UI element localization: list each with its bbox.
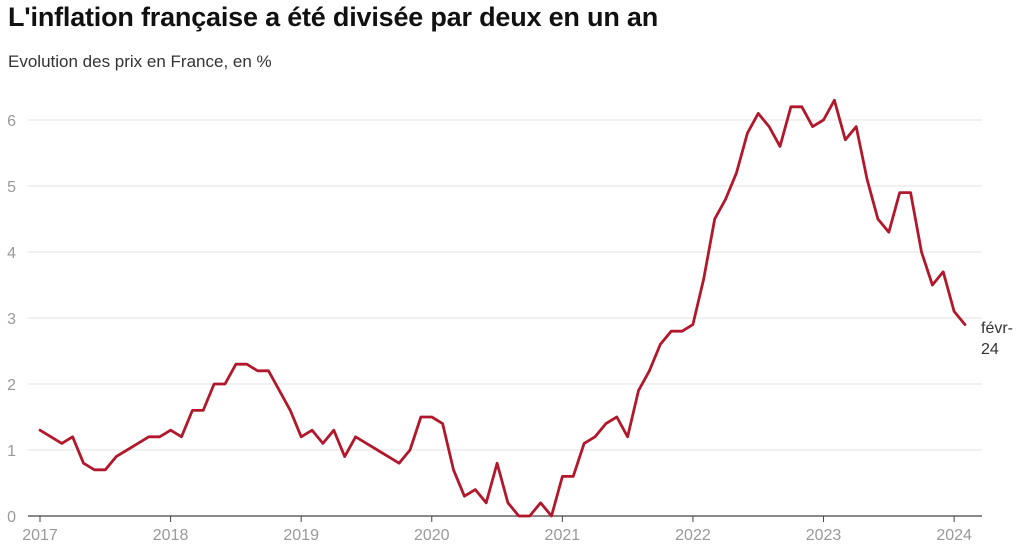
y-tick-label: 6	[7, 113, 16, 130]
x-tick-label: 2020	[414, 527, 450, 544]
x-tick-label: 2018	[153, 527, 189, 544]
series-layer	[38, 98, 967, 518]
x-tick-label: 2023	[806, 527, 842, 544]
end-point-label: 24	[981, 341, 999, 358]
x-tick-label: 2019	[283, 527, 319, 544]
x-tick-label: 2022	[675, 527, 711, 544]
inflation-series-line	[38, 98, 967, 518]
end-label-layer: févr- 24	[981, 320, 1013, 358]
y-tick-label: 5	[7, 179, 16, 196]
y-axis-ticks: 0 1 2 3 4 5 6	[7, 113, 16, 526]
x-tick-label: 2024	[936, 527, 972, 544]
chart-title: L'inflation française a été divisée par …	[8, 2, 659, 32]
end-point-label: févr-	[981, 320, 1013, 337]
y-tick-label: 3	[7, 311, 16, 328]
x-axis-ticks: 2017 2018 2019 2020 2021 2022 2023 2024	[22, 516, 972, 544]
chart-subtitle: Evolution des prix en France, en %	[8, 52, 272, 71]
y-tick-label: 1	[7, 443, 16, 460]
y-tick-label: 2	[7, 377, 16, 394]
gridlines	[28, 119, 982, 517]
x-tick-label: 2021	[545, 527, 581, 544]
x-tick-label: 2017	[22, 527, 58, 544]
y-tick-label: 0	[7, 509, 16, 526]
y-tick-label: 4	[7, 245, 16, 262]
